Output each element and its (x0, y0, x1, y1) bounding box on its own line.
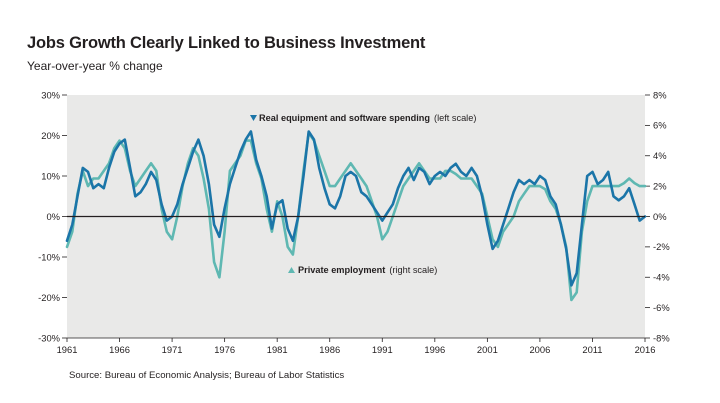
x-tick-label: 2006 (529, 344, 550, 355)
left-tick-label: 20% (41, 130, 60, 141)
x-tick-label: 2011 (582, 344, 602, 355)
svg-text:Real equipment and software sp: Real equipment and software spending (lef… (259, 113, 476, 123)
left-tick-label: 10% (41, 170, 60, 181)
employment-marker-icon (288, 267, 295, 273)
right-tick-label: -2% (653, 241, 670, 252)
equipment-marker-icon (250, 115, 257, 121)
right-tick-label: -6% (653, 302, 670, 313)
x-tick-label: 1981 (267, 344, 288, 355)
x-tick-label: 1966 (109, 344, 130, 355)
employment-scale-label: (right scale) (389, 265, 437, 275)
left-axis: 30% 20% 10% 0% -10% -20% -30% (38, 89, 67, 343)
x-tick-label: 2001 (477, 344, 498, 355)
chart-subtitle: Year-over-year % change (27, 59, 163, 73)
x-tick-label: 1991 (372, 344, 393, 355)
right-tick-label: -4% (653, 272, 670, 283)
right-axis: 8% 6% 4% 2% 0% -2% -4% -6% -8% (645, 89, 670, 343)
equipment-series-label: Real equipment and software spending (259, 113, 430, 123)
left-tick-label: -30% (38, 332, 60, 343)
x-tick-label: 1986 (319, 344, 340, 355)
annotation-equipment: Real equipment and software spending (lef… (250, 113, 476, 123)
right-tick-label: 4% (653, 150, 667, 161)
equipment-scale-label: (left scale) (434, 113, 476, 123)
right-tick-label: 0% (653, 211, 667, 222)
x-tick-label: 1996 (424, 344, 445, 355)
x-tick-label: 2016 (635, 344, 656, 355)
source-note: Source: Bureau of Economic Analysis; Bur… (69, 370, 345, 381)
svg-text:Private employment(right scale: Private employment (right scale) (298, 265, 437, 275)
right-tick-label: 2% (653, 180, 667, 191)
series-line-equipment-spending (65, 130, 647, 287)
right-tick-label: 6% (653, 120, 667, 131)
left-tick-label: -20% (38, 292, 60, 303)
left-tick-label: 0% (46, 211, 60, 222)
employment-series-label: Private employment (298, 265, 385, 275)
x-tick-label: 1976 (214, 344, 235, 355)
left-tick-label: 30% (41, 89, 60, 100)
right-tick-label: -8% (653, 332, 670, 343)
x-tick-label: 1971 (162, 344, 183, 355)
x-axis: 1961 1966 1971 1976 1981 1986 1991 1996 2001 2006… (57, 338, 656, 355)
right-tick-label: 8% (653, 89, 667, 100)
annotation-employment: Private employment (right scale) (288, 265, 437, 275)
left-tick-label: -10% (38, 251, 60, 262)
x-tick-label: 1961 (57, 344, 78, 355)
chart-title: Jobs Growth Clearly Linked to Business I… (27, 34, 426, 52)
